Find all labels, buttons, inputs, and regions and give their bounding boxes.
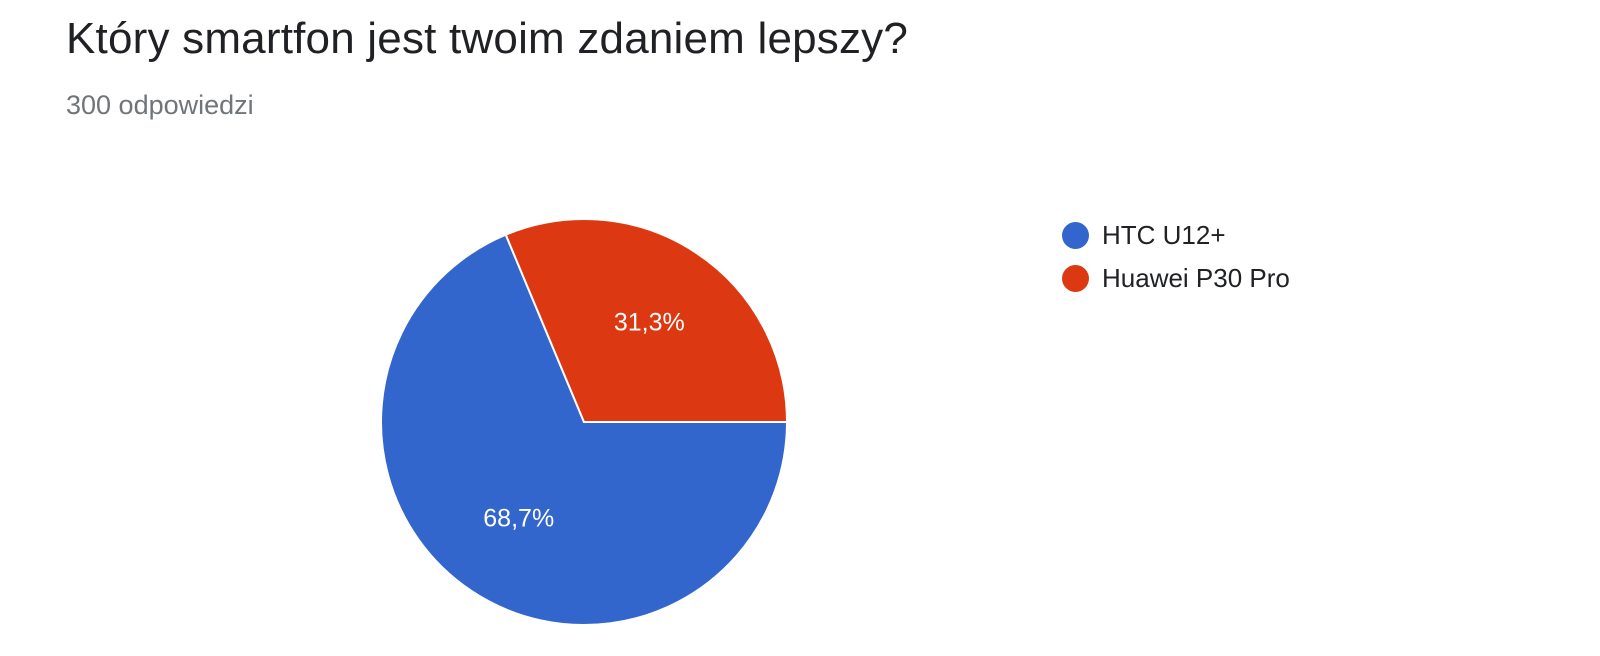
pie-slice-htc[interactable] — [380, 233, 789, 626]
legend-label-htc: HTC U12+ — [1102, 220, 1226, 250]
legend-label-huawei: Huawei P30 Pro — [1102, 263, 1290, 293]
pie-slice-huawei[interactable] — [504, 218, 789, 423]
chart-title: Który smartfon jest twoim zdaniem lepszy… — [66, 14, 909, 63]
response-count: 300 odpowiedzi — [66, 90, 254, 120]
legend-item-htc[interactable]: HTC U12+ — [1062, 214, 1290, 257]
slice-label-huawei: 31,3% — [614, 309, 685, 337]
legend-swatch-htc — [1062, 222, 1089, 249]
chart-legend: HTC U12+ Huawei P30 Pro — [1062, 214, 1290, 300]
legend-swatch-huawei — [1062, 265, 1089, 292]
slice-label-htc: 68,7% — [483, 505, 554, 533]
legend-item-huawei[interactable]: Huawei P30 Pro — [1062, 257, 1290, 300]
